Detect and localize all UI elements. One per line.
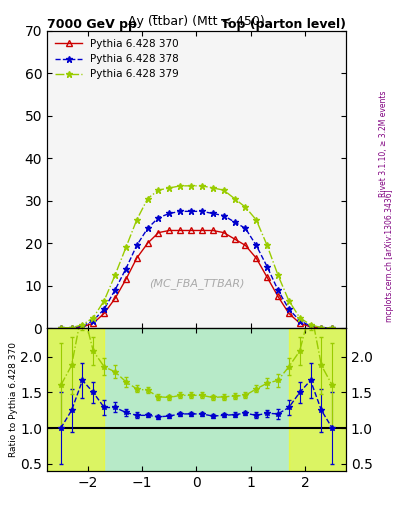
Pythia 6.428 370: [113, 295, 118, 302]
Pythia 6.428 378: [102, 306, 107, 312]
Pythia 6.428 378: [319, 325, 324, 331]
Pythia 6.428 370: [265, 274, 270, 280]
Line: Pythia 6.428 370: Pythia 6.428 370: [58, 228, 335, 331]
Pythia 6.428 370: [134, 255, 139, 261]
Pythia 6.428 378: [189, 208, 193, 215]
Pythia 6.428 378: [113, 287, 118, 293]
Pythia 6.428 379: [308, 322, 313, 328]
Pythia 6.428 378: [59, 325, 63, 331]
Pythia 6.428 379: [254, 217, 259, 223]
Pythia 6.428 370: [232, 236, 237, 242]
Pythia 6.428 378: [80, 323, 85, 329]
Pythia 6.428 379: [200, 183, 204, 189]
Pythia 6.428 370: [210, 227, 215, 233]
Pythia 6.428 379: [265, 242, 270, 248]
Pythia 6.428 378: [330, 325, 334, 331]
Bar: [47, 328, 346, 471]
Pythia 6.428 370: [102, 310, 107, 316]
Pythia 6.428 370: [59, 325, 63, 331]
Pythia 6.428 378: [298, 317, 302, 324]
Pythia 6.428 379: [91, 314, 95, 321]
Pythia 6.428 379: [286, 297, 291, 304]
Pythia 6.428 378: [286, 306, 291, 312]
Pythia 6.428 370: [286, 310, 291, 316]
Text: mcplots.cern.ch [arXiv:1306.3436]: mcplots.cern.ch [arXiv:1306.3436]: [385, 189, 393, 323]
Pythia 6.428 370: [221, 229, 226, 236]
Line: Pythia 6.428 379: Pythia 6.428 379: [57, 182, 336, 331]
Pythia 6.428 379: [59, 325, 63, 331]
Pythia 6.428 370: [319, 325, 324, 331]
Pythia 6.428 379: [189, 183, 193, 189]
Pythia 6.428 379: [167, 185, 172, 191]
Pythia 6.428 379: [69, 325, 74, 331]
Pythia 6.428 370: [145, 240, 150, 246]
Pythia 6.428 379: [330, 325, 334, 331]
Pythia 6.428 379: [178, 183, 183, 189]
Pythia 6.428 370: [254, 255, 259, 261]
Pythia 6.428 378: [308, 323, 313, 329]
Pythia 6.428 370: [123, 276, 128, 283]
Pythia 6.428 379: [275, 272, 280, 278]
Pythia 6.428 379: [156, 187, 161, 193]
Pythia 6.428 379: [210, 185, 215, 191]
Pythia 6.428 370: [80, 324, 85, 330]
Pythia 6.428 370: [243, 242, 248, 248]
Pythia 6.428 378: [178, 208, 183, 215]
Pythia 6.428 378: [145, 225, 150, 231]
Pythia 6.428 370: [167, 227, 172, 233]
Pythia 6.428 370: [275, 293, 280, 300]
Text: 7000 GeV pp: 7000 GeV pp: [47, 18, 137, 31]
Pythia 6.428 378: [134, 242, 139, 248]
Legend: Pythia 6.428 370, Pythia 6.428 378, Pythia 6.428 379: Pythia 6.428 370, Pythia 6.428 378, Pyth…: [52, 36, 182, 82]
Pythia 6.428 379: [113, 272, 118, 278]
Pythia 6.428 379: [123, 244, 128, 250]
Pythia 6.428 378: [210, 210, 215, 217]
Pythia 6.428 379: [134, 217, 139, 223]
Pythia 6.428 378: [265, 264, 270, 270]
Pythia 6.428 378: [156, 215, 161, 221]
Pythia 6.428 378: [167, 210, 172, 217]
Pythia 6.428 378: [232, 219, 237, 225]
Pythia 6.428 379: [243, 204, 248, 210]
Pythia 6.428 370: [189, 227, 193, 233]
Pythia 6.428 370: [298, 320, 302, 326]
Bar: [289, 328, 346, 471]
Pythia 6.428 379: [298, 314, 302, 321]
Pythia 6.428 378: [69, 325, 74, 331]
Text: (MC_FBA_TTBAR): (MC_FBA_TTBAR): [149, 278, 244, 289]
Pythia 6.428 378: [221, 212, 226, 219]
Pythia 6.428 378: [91, 317, 95, 324]
Pythia 6.428 379: [232, 196, 237, 202]
Pythia 6.428 379: [102, 297, 107, 304]
Text: Top (parton level): Top (parton level): [221, 18, 346, 31]
Pythia 6.428 378: [254, 242, 259, 248]
Y-axis label: Ratio to Pythia 6.428 370: Ratio to Pythia 6.428 370: [9, 342, 18, 457]
Title: Δy (t̅tbar) (Mtt < 450): Δy (t̅tbar) (Mtt < 450): [128, 15, 265, 28]
Pythia 6.428 378: [275, 287, 280, 293]
Pythia 6.428 379: [319, 325, 324, 331]
Pythia 6.428 370: [178, 227, 183, 233]
Pythia 6.428 370: [330, 325, 334, 331]
Pythia 6.428 378: [123, 266, 128, 272]
Pythia 6.428 370: [308, 324, 313, 330]
Pythia 6.428 370: [91, 320, 95, 326]
Pythia 6.428 370: [156, 229, 161, 236]
Pythia 6.428 378: [243, 225, 248, 231]
Pythia 6.428 379: [80, 322, 85, 328]
Pythia 6.428 370: [200, 227, 204, 233]
Bar: [47, 328, 104, 471]
Text: Rivet 3.1.10, ≥ 3.2M events: Rivet 3.1.10, ≥ 3.2M events: [379, 90, 387, 197]
Pythia 6.428 378: [200, 208, 204, 215]
Pythia 6.428 379: [221, 187, 226, 193]
Line: Pythia 6.428 378: Pythia 6.428 378: [57, 208, 336, 331]
Pythia 6.428 379: [145, 196, 150, 202]
Pythia 6.428 370: [69, 325, 74, 331]
